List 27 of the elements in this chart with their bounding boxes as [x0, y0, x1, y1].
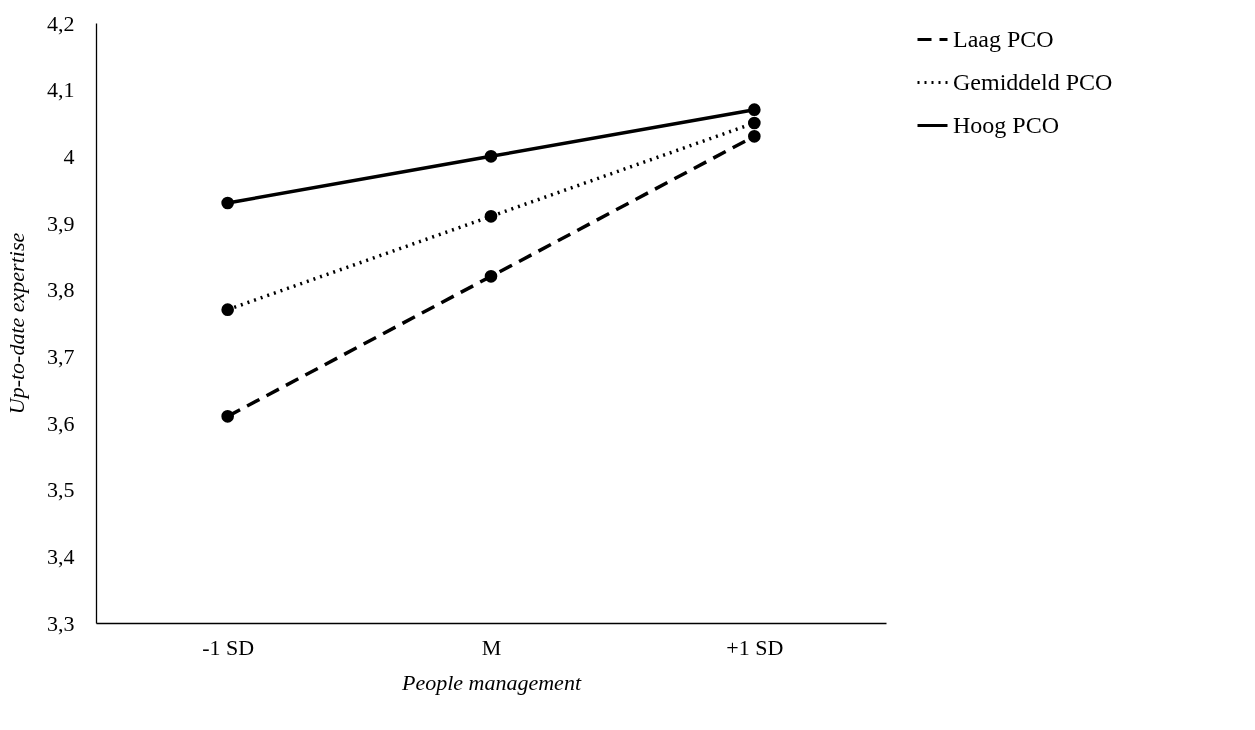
y-tick-label: 4	[63, 143, 75, 169]
legend-label: Gemiddeld PCO	[953, 68, 1113, 95]
point	[748, 116, 761, 130]
point	[484, 270, 498, 283]
x-axis-title: People management	[401, 669, 582, 695]
y-tick-label: 4,2	[47, 10, 75, 36]
x-tick-label: M	[481, 634, 502, 660]
point	[221, 303, 234, 316]
point	[221, 410, 234, 423]
y-tick-label: 3,7	[47, 343, 75, 369]
legend-label: Hoog PCO	[953, 111, 1060, 138]
point	[484, 150, 498, 163]
y-axis-title: Up-to-date expertise	[4, 232, 29, 415]
y-tick-label: 4,1	[47, 77, 75, 103]
point	[221, 196, 234, 210]
y-tick-label: 3,6	[47, 410, 75, 436]
y-tick-label: 3,3	[47, 610, 75, 636]
point	[484, 210, 498, 223]
y-tick-label: 3,9	[47, 210, 75, 236]
point	[748, 130, 761, 143]
x-tick-label: -1 SD	[202, 634, 255, 660]
y-tick-label: 3,8	[47, 277, 75, 303]
y-tick-label: 3,4	[47, 543, 75, 569]
x-tick-label: +1 SD	[726, 634, 784, 660]
point	[748, 103, 761, 116]
y-tick-label: 3,5	[47, 477, 75, 503]
legend-label: Laag PCO	[953, 25, 1054, 52]
